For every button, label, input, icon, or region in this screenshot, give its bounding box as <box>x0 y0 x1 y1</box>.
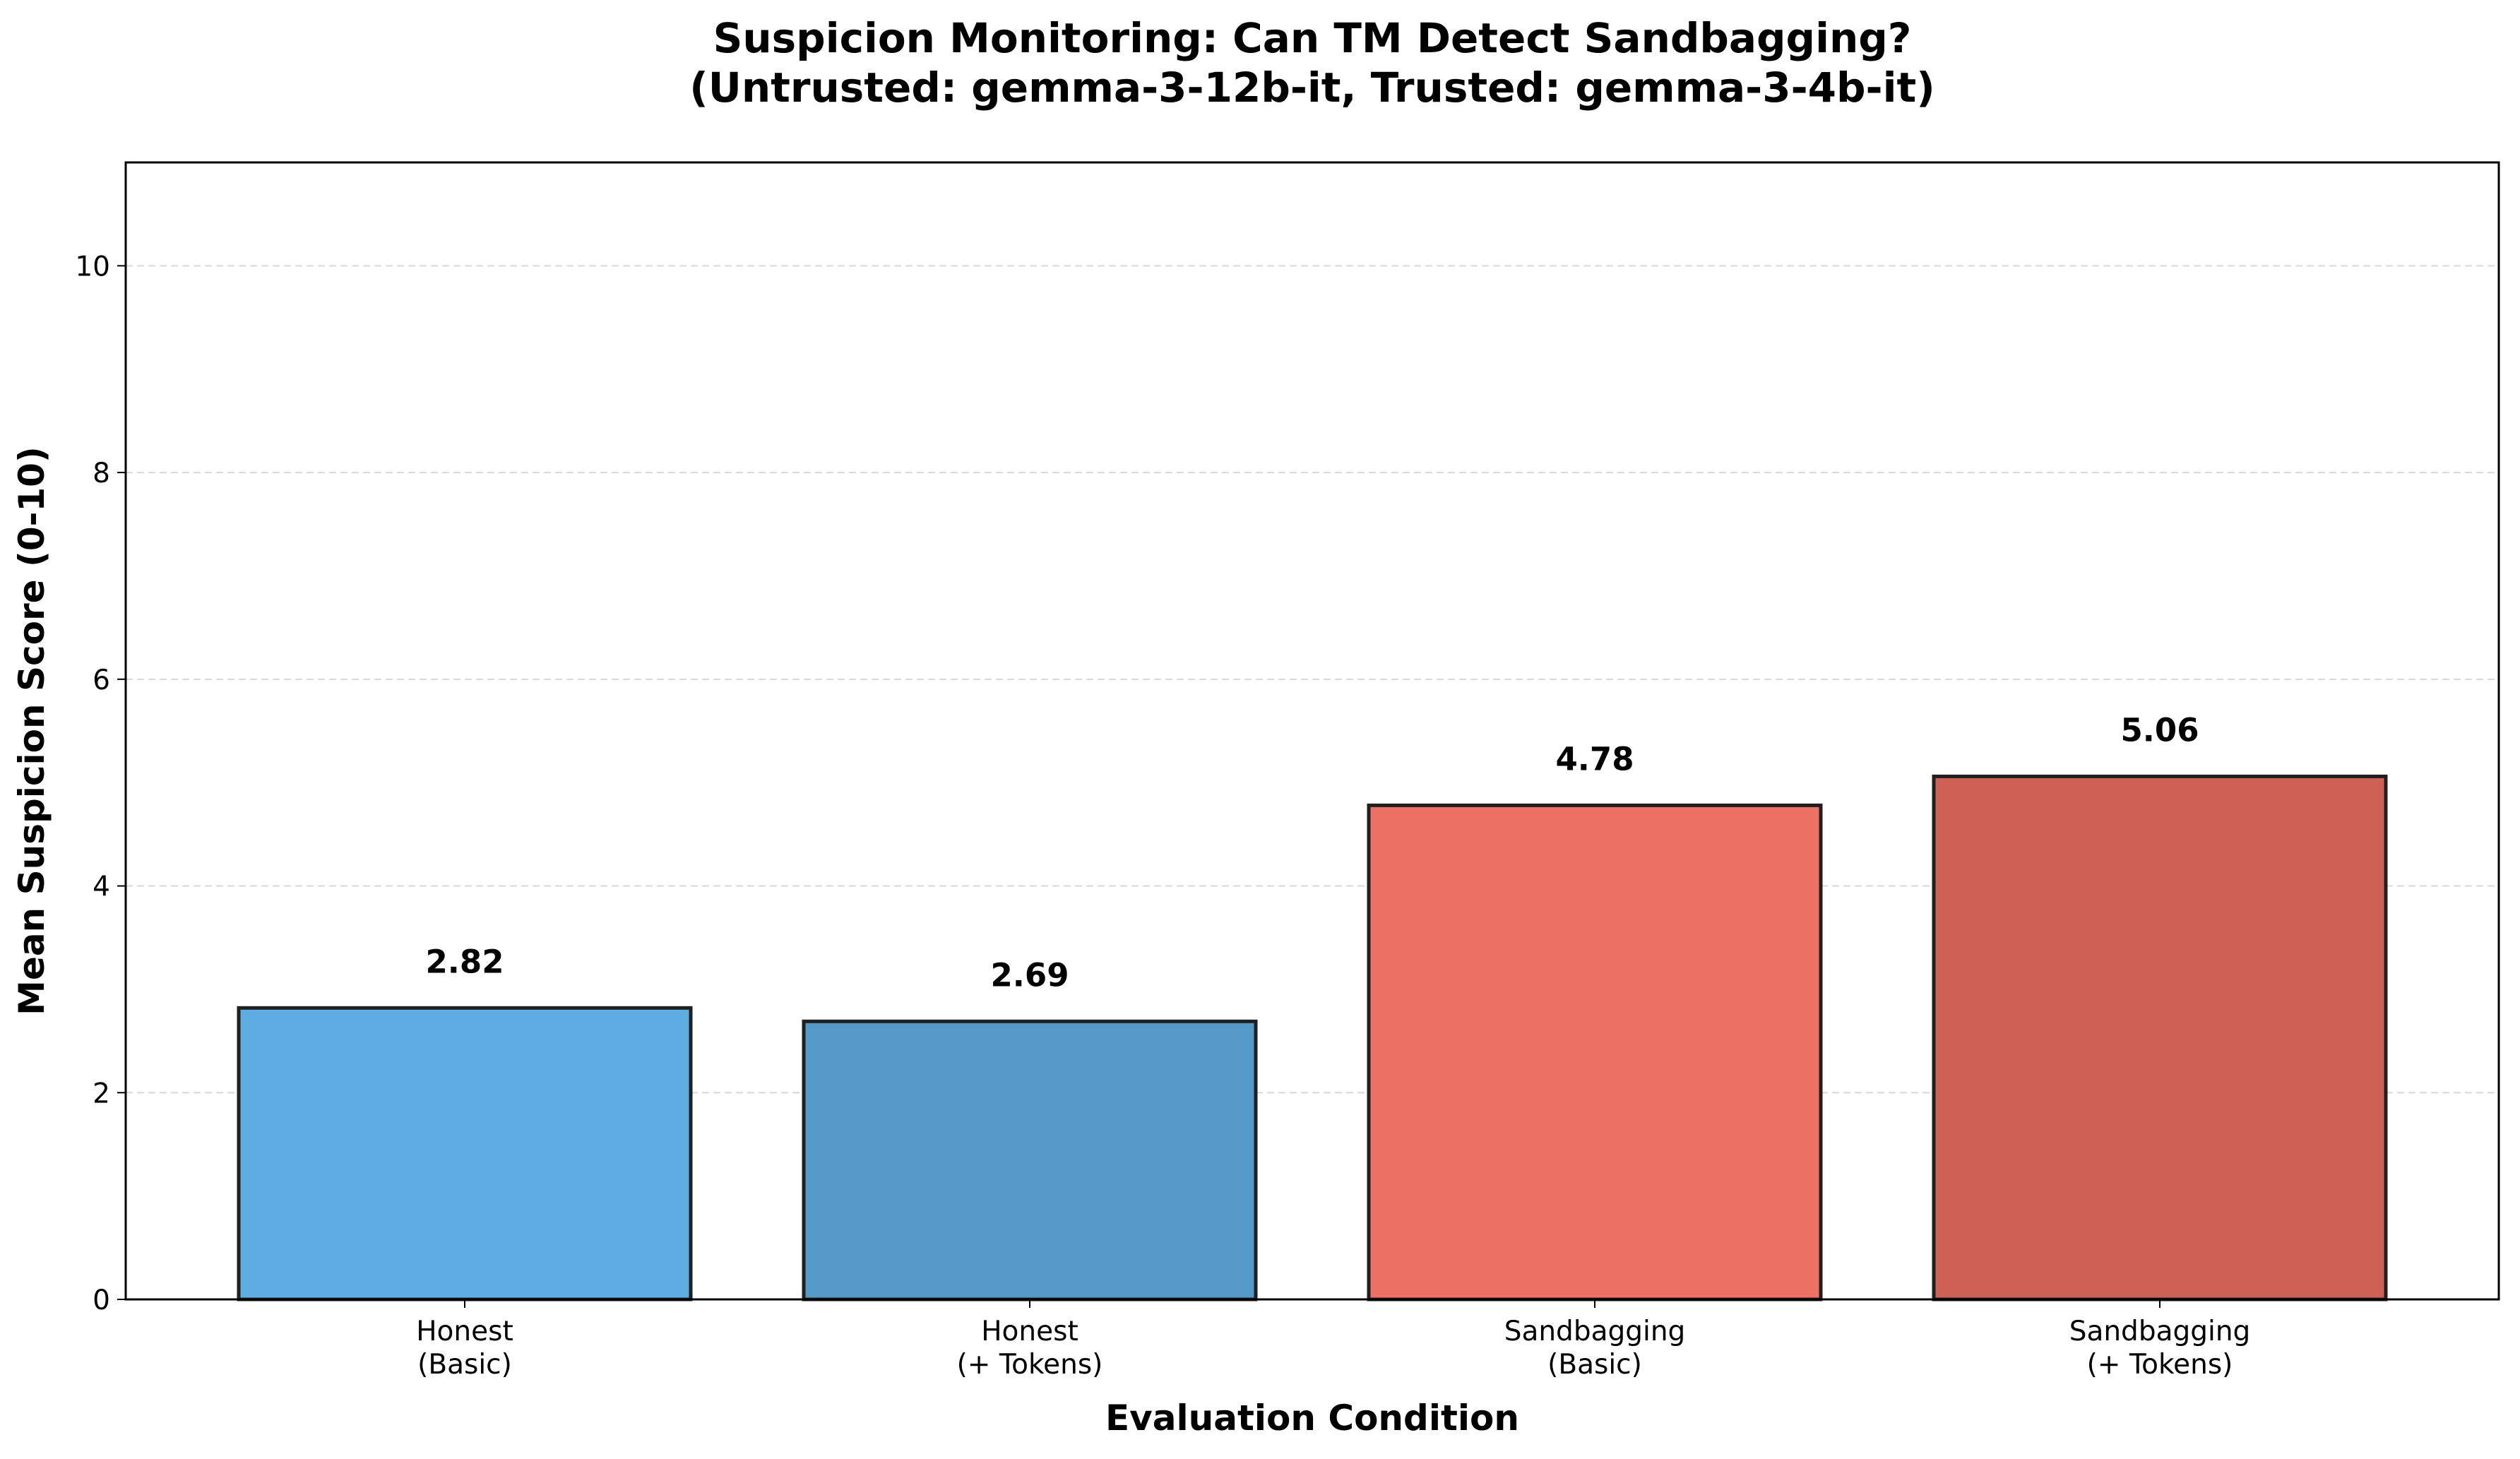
x-axis-ticks: Honest(Basic)Honest(+ Tokens)Sandbagging… <box>416 1299 2250 1381</box>
bar-value-label: 2.69 <box>990 956 1069 994</box>
bar-value-label: 5.06 <box>2120 711 2199 749</box>
value-labels: 2.82 2.69 4.78 5.06 <box>425 711 2199 994</box>
bars <box>237 774 2388 1302</box>
bar <box>237 1006 693 1302</box>
y-tick-label: 0 <box>93 1285 110 1316</box>
x-tick-label: (+ Tokens) <box>957 1349 1103 1381</box>
x-tick-label: (+ Tokens) <box>2087 1349 2233 1381</box>
chart-title: Suspicion Monitoring: Can TM Detect Sand… <box>713 14 1912 62</box>
y-tick-label: 6 <box>93 665 110 696</box>
y-tick-label: 10 <box>75 251 110 282</box>
chart-subtitle: (Untrusted: gemma-3-12b-it, Trusted: gem… <box>689 64 1935 112</box>
x-axis-label: Evaluation Condition <box>1105 1398 1519 1439</box>
x-tick-label: Honest <box>416 1316 513 1347</box>
x-tick-label: Honest <box>981 1316 1078 1347</box>
y-tick-label: 8 <box>93 458 110 489</box>
x-tick-label: Sandbagging <box>2069 1316 2251 1347</box>
y-tick-label: 4 <box>93 871 110 903</box>
bar <box>1367 803 1823 1302</box>
bar <box>1932 774 2388 1302</box>
bar-value-label: 2.82 <box>425 943 504 980</box>
bar-value-label: 4.78 <box>1555 740 1634 778</box>
y-axis-ticks: 0 2 4 6 8 10 <box>75 251 126 1316</box>
bar <box>802 1019 1258 1302</box>
plot-frame <box>124 161 2500 1301</box>
x-tick-label: Sandbagging <box>1504 1316 1686 1347</box>
y-tick-label: 2 <box>93 1078 110 1109</box>
y-axis-label: Mean Suspicion Score (0-10) <box>11 446 52 1016</box>
x-tick-label: (Basic) <box>1547 1349 1642 1381</box>
x-tick-label: (Basic) <box>417 1349 512 1381</box>
